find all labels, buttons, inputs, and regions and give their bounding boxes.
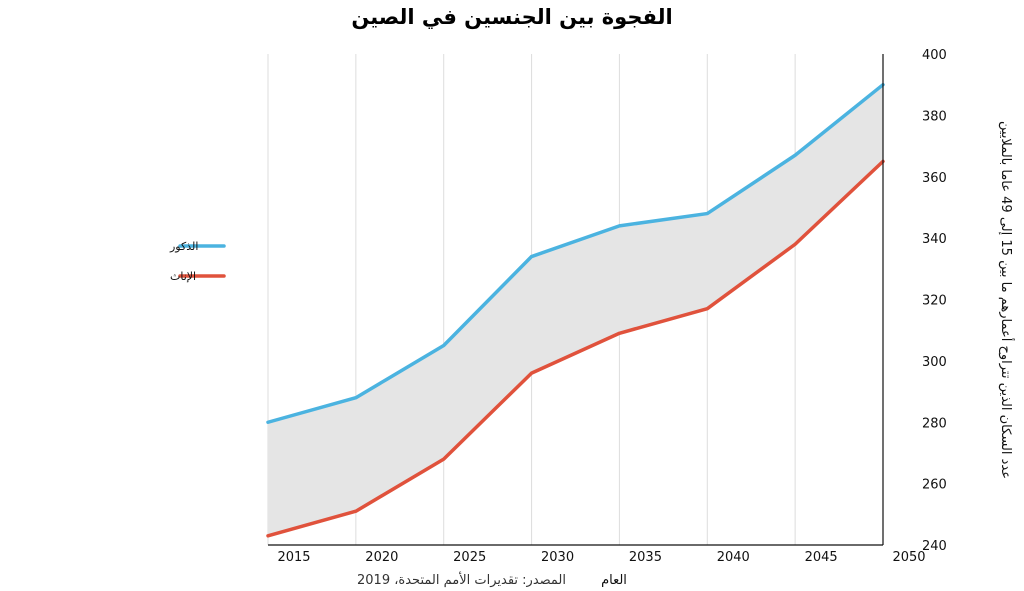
source-note: المصدر: تقديرات الأمم المتحدة، 2019: [357, 571, 566, 588]
chart-title: الفجوة بين الجنسين في الصين: [351, 5, 672, 29]
y-tick-280: 280: [922, 416, 947, 431]
x-axis-title: العام: [601, 573, 627, 588]
x-tick-labels: 2015 2020 2025 2030 2035 2040 2045 2050: [277, 550, 925, 565]
y-tick-labels: 240 260 280 300 320 340 360 380 400: [922, 48, 947, 554]
gap-fill-area: [268, 84, 883, 536]
x-tick-2040: 2040: [717, 550, 750, 565]
x-tick-2045: 2045: [805, 550, 838, 565]
series-line-male: [266, 82, 885, 424]
series-line-female: [266, 159, 885, 538]
y-axis-title: عدد السكان الذين تتراوح أعمارهم ما بين 1…: [998, 121, 1015, 479]
series-lines: [266, 82, 885, 538]
legend-label-female: الإناث: [170, 270, 196, 283]
legend: الذكور الإناث: [169, 240, 226, 283]
x-tick-2015: 2015: [277, 550, 310, 565]
y-tick-320: 320: [922, 294, 947, 309]
x-tick-2025: 2025: [453, 550, 486, 565]
y-tick-380: 380: [922, 109, 947, 124]
y-tick-300: 300: [922, 355, 947, 370]
y-tick-260: 260: [922, 478, 947, 493]
x-tick-2035: 2035: [629, 550, 662, 565]
legend-label-male: الذكور: [169, 240, 198, 253]
y-tick-400: 400: [922, 48, 947, 63]
y-tick-240: 240: [922, 539, 947, 554]
x-tick-2020: 2020: [365, 550, 398, 565]
y-tick-360: 360: [922, 171, 947, 186]
y-tick-340: 340: [922, 232, 947, 247]
x-tick-2050: 2050: [892, 550, 925, 565]
x-tick-2030: 2030: [541, 550, 574, 565]
